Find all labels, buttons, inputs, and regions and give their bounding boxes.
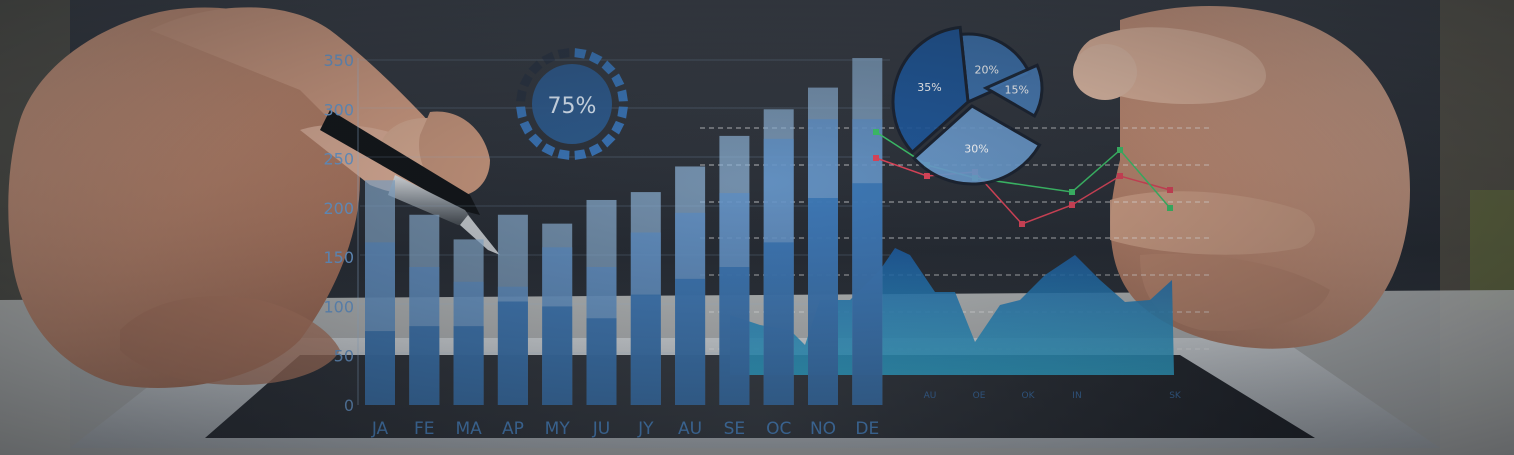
scene-svg: 20%15%30%35% 75% 050100150200250300350 J… [0,0,1514,455]
stock-photo-scene: 20%15%30%35% 75% 050100150200250300350 J… [0,0,1514,455]
vignette [0,0,1514,455]
